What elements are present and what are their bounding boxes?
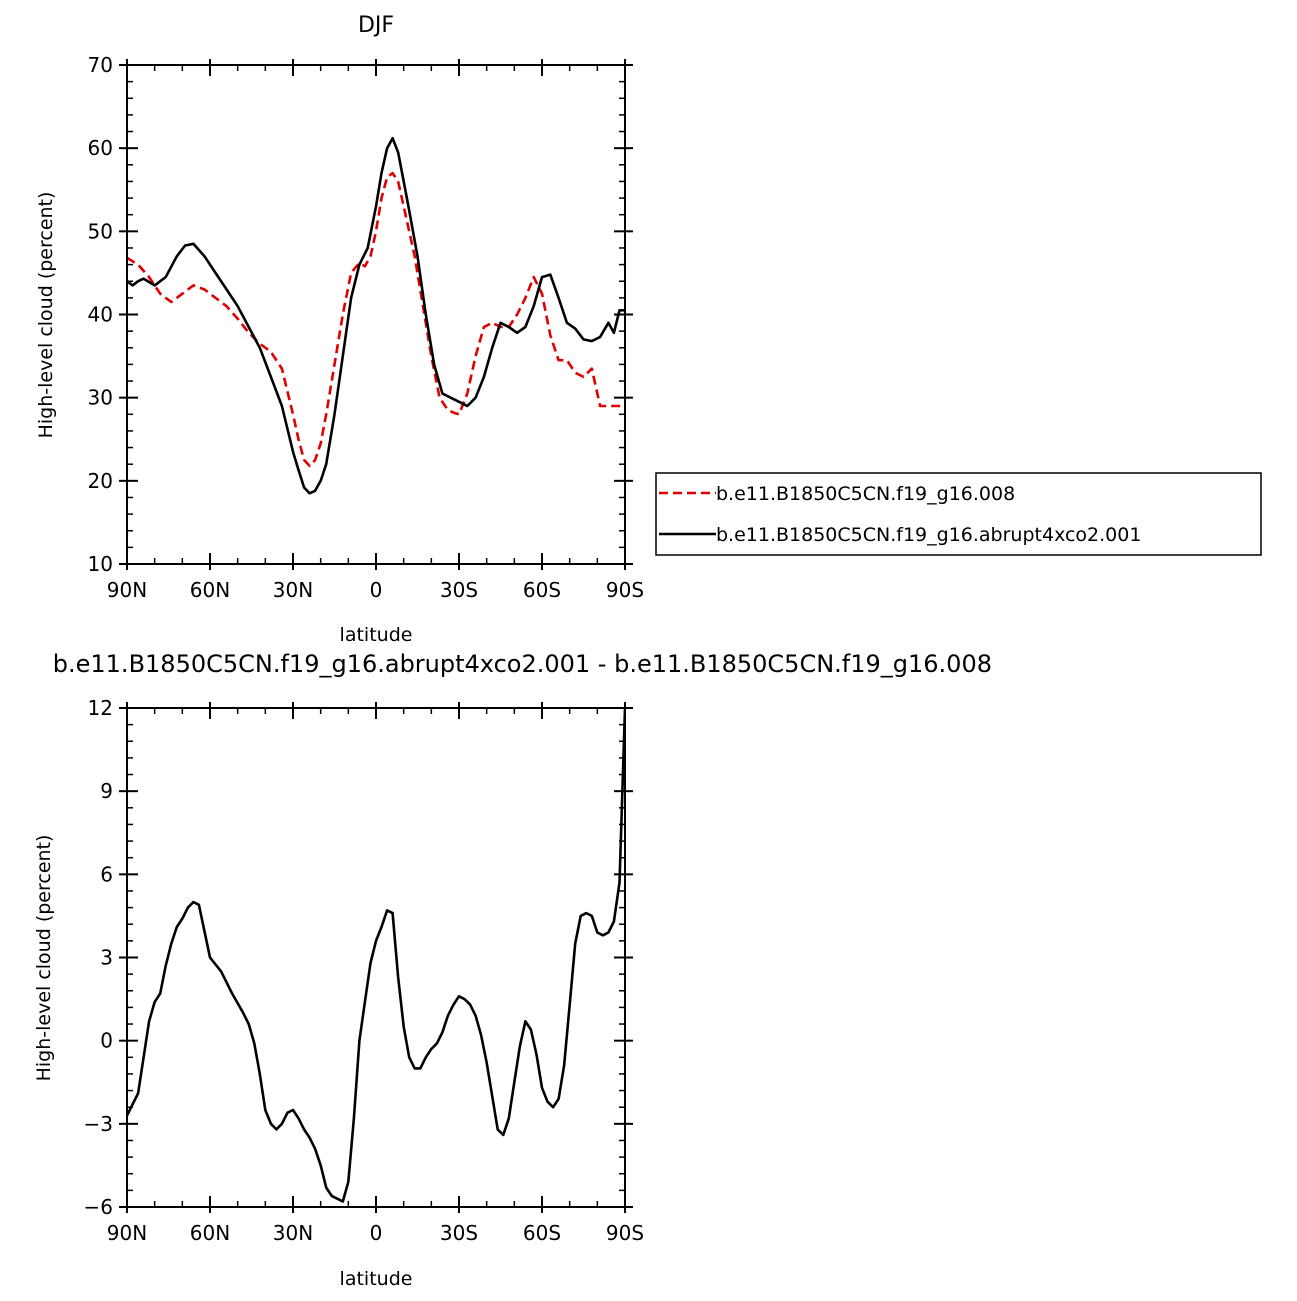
legend: b.e11.B1850C5CN.f19_g16.008 b.e11.B1850C… <box>655 472 1262 556</box>
panel-top: DJF 90N 60N 30N 0 30S 60S 90S 10 20 30 40 50 60 70 la… <box>35 13 644 646</box>
top-x-tick-label: 90N <box>107 578 147 602</box>
top-y-tick-label: 50 <box>88 219 113 243</box>
bottom-x-axis-label: latitude <box>340 1268 413 1290</box>
legend-label-abrupt4xco2: b.e11.B1850C5CN.f19_g16.abrupt4xco2.001 <box>716 524 1141 546</box>
top-axis-ticks: 90N 60N 30N 0 30S 60S 90S 10 20 30 40 50 60 70 <box>88 53 645 602</box>
panel-bottom: b.e11.B1850C5CN.f19_g16.abrupt4xco2.001 … <box>33 650 992 1290</box>
bottom-series-line-0 <box>127 708 625 1203</box>
top-y-tick-label: 60 <box>88 136 113 160</box>
top-y-tick-label: 10 <box>88 552 113 576</box>
bottom-x-tick-label: 0 <box>370 1221 383 1245</box>
bottom-y-tick-label: 12 <box>88 696 113 720</box>
bottom-x-tick-label: 90N <box>107 1221 147 1245</box>
top-y-tick-label: 70 <box>88 53 113 77</box>
bottom-x-tick-label: 30S <box>440 1221 478 1245</box>
bottom-y-tick-label: −6 <box>84 1195 113 1219</box>
bottom-y-tick-label: 6 <box>100 862 113 886</box>
bottom-y-tick-label: −3 <box>84 1112 113 1136</box>
top-y-axis-label: High-level cloud (percent) <box>35 192 57 439</box>
top-plot-area <box>127 136 625 495</box>
top-x-tick-label: 60N <box>190 578 230 602</box>
bottom-x-tick-label: 30N <box>273 1221 313 1245</box>
legend-label-control: b.e11.B1850C5CN.f19_g16.008 <box>716 483 1015 505</box>
top-x-tick-label: 90S <box>606 578 644 602</box>
bottom-y-tick-label: 9 <box>100 779 113 803</box>
bottom-y-axis-label: High-level cloud (percent) <box>33 835 55 1082</box>
top-y-tick-label: 40 <box>88 303 113 327</box>
bottom-y-tick-label: 3 <box>100 946 113 970</box>
bottom-y-tick-label: 0 <box>100 1029 113 1053</box>
bottom-title: b.e11.B1850C5CN.f19_g16.abrupt4xco2.001 … <box>53 650 992 678</box>
top-title: DJF <box>358 13 394 38</box>
top-x-tick-label: 0 <box>370 578 383 602</box>
bottom-x-tick-label: 90S <box>606 1221 644 1245</box>
top-series-line-0 <box>127 171 625 468</box>
top-x-tick-label: 30N <box>273 578 313 602</box>
bottom-x-tick-label: 60S <box>523 1221 561 1245</box>
top-y-tick-label: 30 <box>88 386 113 410</box>
top-x-axis-label: latitude <box>340 624 413 646</box>
top-y-tick-label: 20 <box>88 469 113 493</box>
bottom-axis-ticks: 90N 60N 30N 0 30S 60S 90S −6 −3 0 3 6 9 12 <box>84 696 645 1245</box>
top-x-tick-label: 60S <box>523 578 561 602</box>
legend-box <box>655 472 1262 556</box>
bottom-plot-area <box>127 708 625 1203</box>
top-x-tick-label: 30S <box>440 578 478 602</box>
top-series-line-1 <box>127 136 625 495</box>
bottom-x-tick-label: 60N <box>190 1221 230 1245</box>
